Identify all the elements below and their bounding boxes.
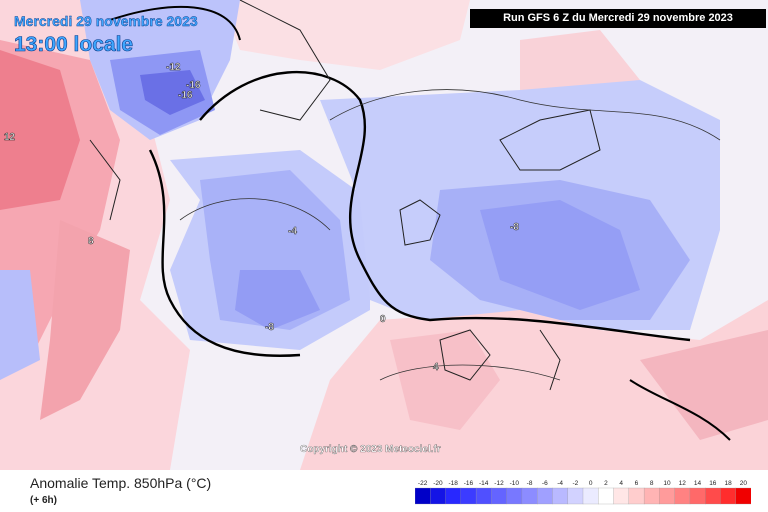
temperature-anomaly-map: -12 -16 -16 -8 -4 -8 0 4 8 12 xyxy=(0,0,768,470)
legend-tick-label: -22 xyxy=(418,480,428,487)
legend-tick-label: -18 xyxy=(448,480,458,487)
legend-swatch xyxy=(735,487,751,505)
legend-swatch xyxy=(705,487,721,505)
legend-swatch xyxy=(552,487,569,505)
legend-tick-label: 6 xyxy=(635,480,639,487)
legend-tick-label: 12 xyxy=(679,480,687,487)
legend-swatch xyxy=(598,487,614,505)
legend-tick-label: 4 xyxy=(619,480,623,487)
legend-tick-label: 16 xyxy=(709,480,717,487)
map-label: -4 xyxy=(288,226,297,237)
legend-swatch xyxy=(475,487,492,505)
map-label: 4 xyxy=(433,362,439,373)
legend-tick-label: -6 xyxy=(542,480,548,487)
legend-swatch xyxy=(643,487,660,505)
map-label: 0 xyxy=(380,314,386,325)
legend-tick-label: -20 xyxy=(433,480,443,487)
map-label: -16 xyxy=(186,80,201,91)
legend-tick-label: -2 xyxy=(572,480,578,487)
legend-swatch xyxy=(445,487,462,505)
run-info-banner: Run GFS 6 Z du Mercredi 29 novembre 2023 xyxy=(470,9,766,28)
legend-tick-label: 14 xyxy=(694,480,702,487)
legend-swatch xyxy=(430,487,446,505)
legend-tick-label: -14 xyxy=(479,480,489,487)
legend-tick-label: 18 xyxy=(724,480,732,487)
legend-swatch xyxy=(582,487,599,505)
legend-swatch xyxy=(506,487,523,505)
legend-tick-label: -10 xyxy=(510,480,520,487)
legend-swatch xyxy=(491,487,508,505)
map-date: Mercredi 29 novembre 2023 xyxy=(14,13,198,29)
map-title: Anomalie Temp. 850hPa (°C) xyxy=(30,475,212,491)
color-scale-legend: -22 -20 -18 -16 -14 -12 -10 -8 -6 -4 -2 0 2 4 6 8 10 12 14… xyxy=(415,480,751,505)
legend-swatch xyxy=(521,487,538,505)
legend-swatch xyxy=(689,487,706,505)
legend-swatch xyxy=(720,487,737,505)
legend-swatch xyxy=(613,487,630,505)
legend-tick-label: -16 xyxy=(464,480,474,487)
legend-tick-label: 20 xyxy=(740,480,748,487)
legend-tick-label: -4 xyxy=(557,480,563,487)
map-label: 12 xyxy=(4,132,16,143)
map-label: -16 xyxy=(178,90,193,101)
legend-tick-label: 8 xyxy=(650,480,654,487)
legend-tick-label: 2 xyxy=(604,480,608,487)
legend-swatch xyxy=(537,487,553,505)
legend-tick-label: 0 xyxy=(589,480,593,487)
map-label: -12 xyxy=(166,62,181,73)
map-label: -8 xyxy=(510,222,519,233)
legend-swatch xyxy=(415,487,431,505)
forecast-offset: (+ 6h) xyxy=(30,495,57,506)
legend-tick-label: 10 xyxy=(663,480,671,487)
map-label: -8 xyxy=(265,322,274,333)
copyright-text: Copyright © 2023 Meteociel.fr xyxy=(300,444,441,455)
legend-swatch xyxy=(567,487,584,505)
map-time: 13:00 locale xyxy=(14,33,134,57)
legend-swatch xyxy=(460,487,477,505)
map-label: 8 xyxy=(88,236,94,247)
legend-swatch xyxy=(659,487,676,505)
legend-tick-label: -12 xyxy=(494,480,504,487)
legend-swatch xyxy=(628,487,645,505)
legend-swatch xyxy=(674,487,691,505)
legend-tick-label: -8 xyxy=(527,480,533,487)
